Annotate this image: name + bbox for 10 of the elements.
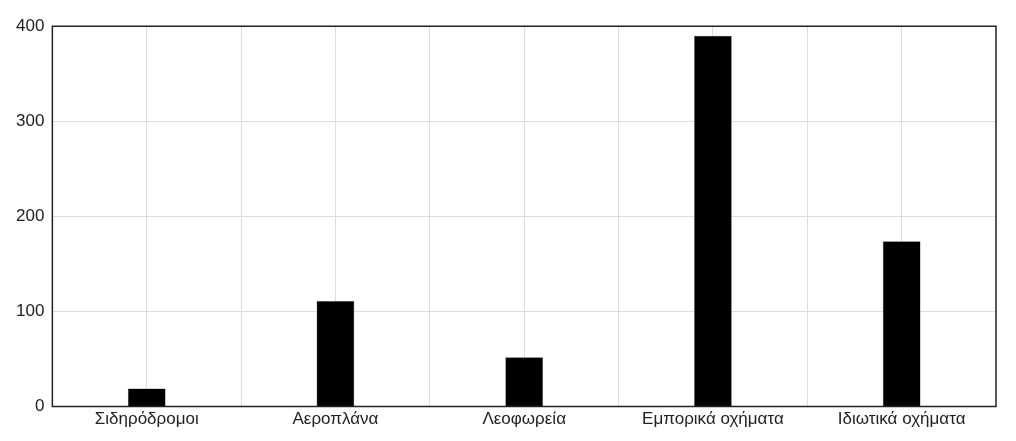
y-tick-label: 400	[15, 15, 45, 35]
x-tick-label: Αεροπλάνα	[292, 409, 379, 429]
x-tick-label: Ιδιωτικά οχήματα	[837, 409, 966, 429]
y-tick-label: 300	[15, 110, 45, 130]
x-tick-label: Σιδηρόδρομοι	[94, 409, 199, 429]
y-tick-label: 200	[15, 206, 45, 226]
y-tick-label: 100	[15, 301, 45, 321]
x-tick-label: Λεοφωρεία	[482, 409, 567, 429]
x-tick-label: Εμπορικά οχήματα	[642, 409, 784, 429]
y-tick-label: 0	[34, 396, 45, 416]
